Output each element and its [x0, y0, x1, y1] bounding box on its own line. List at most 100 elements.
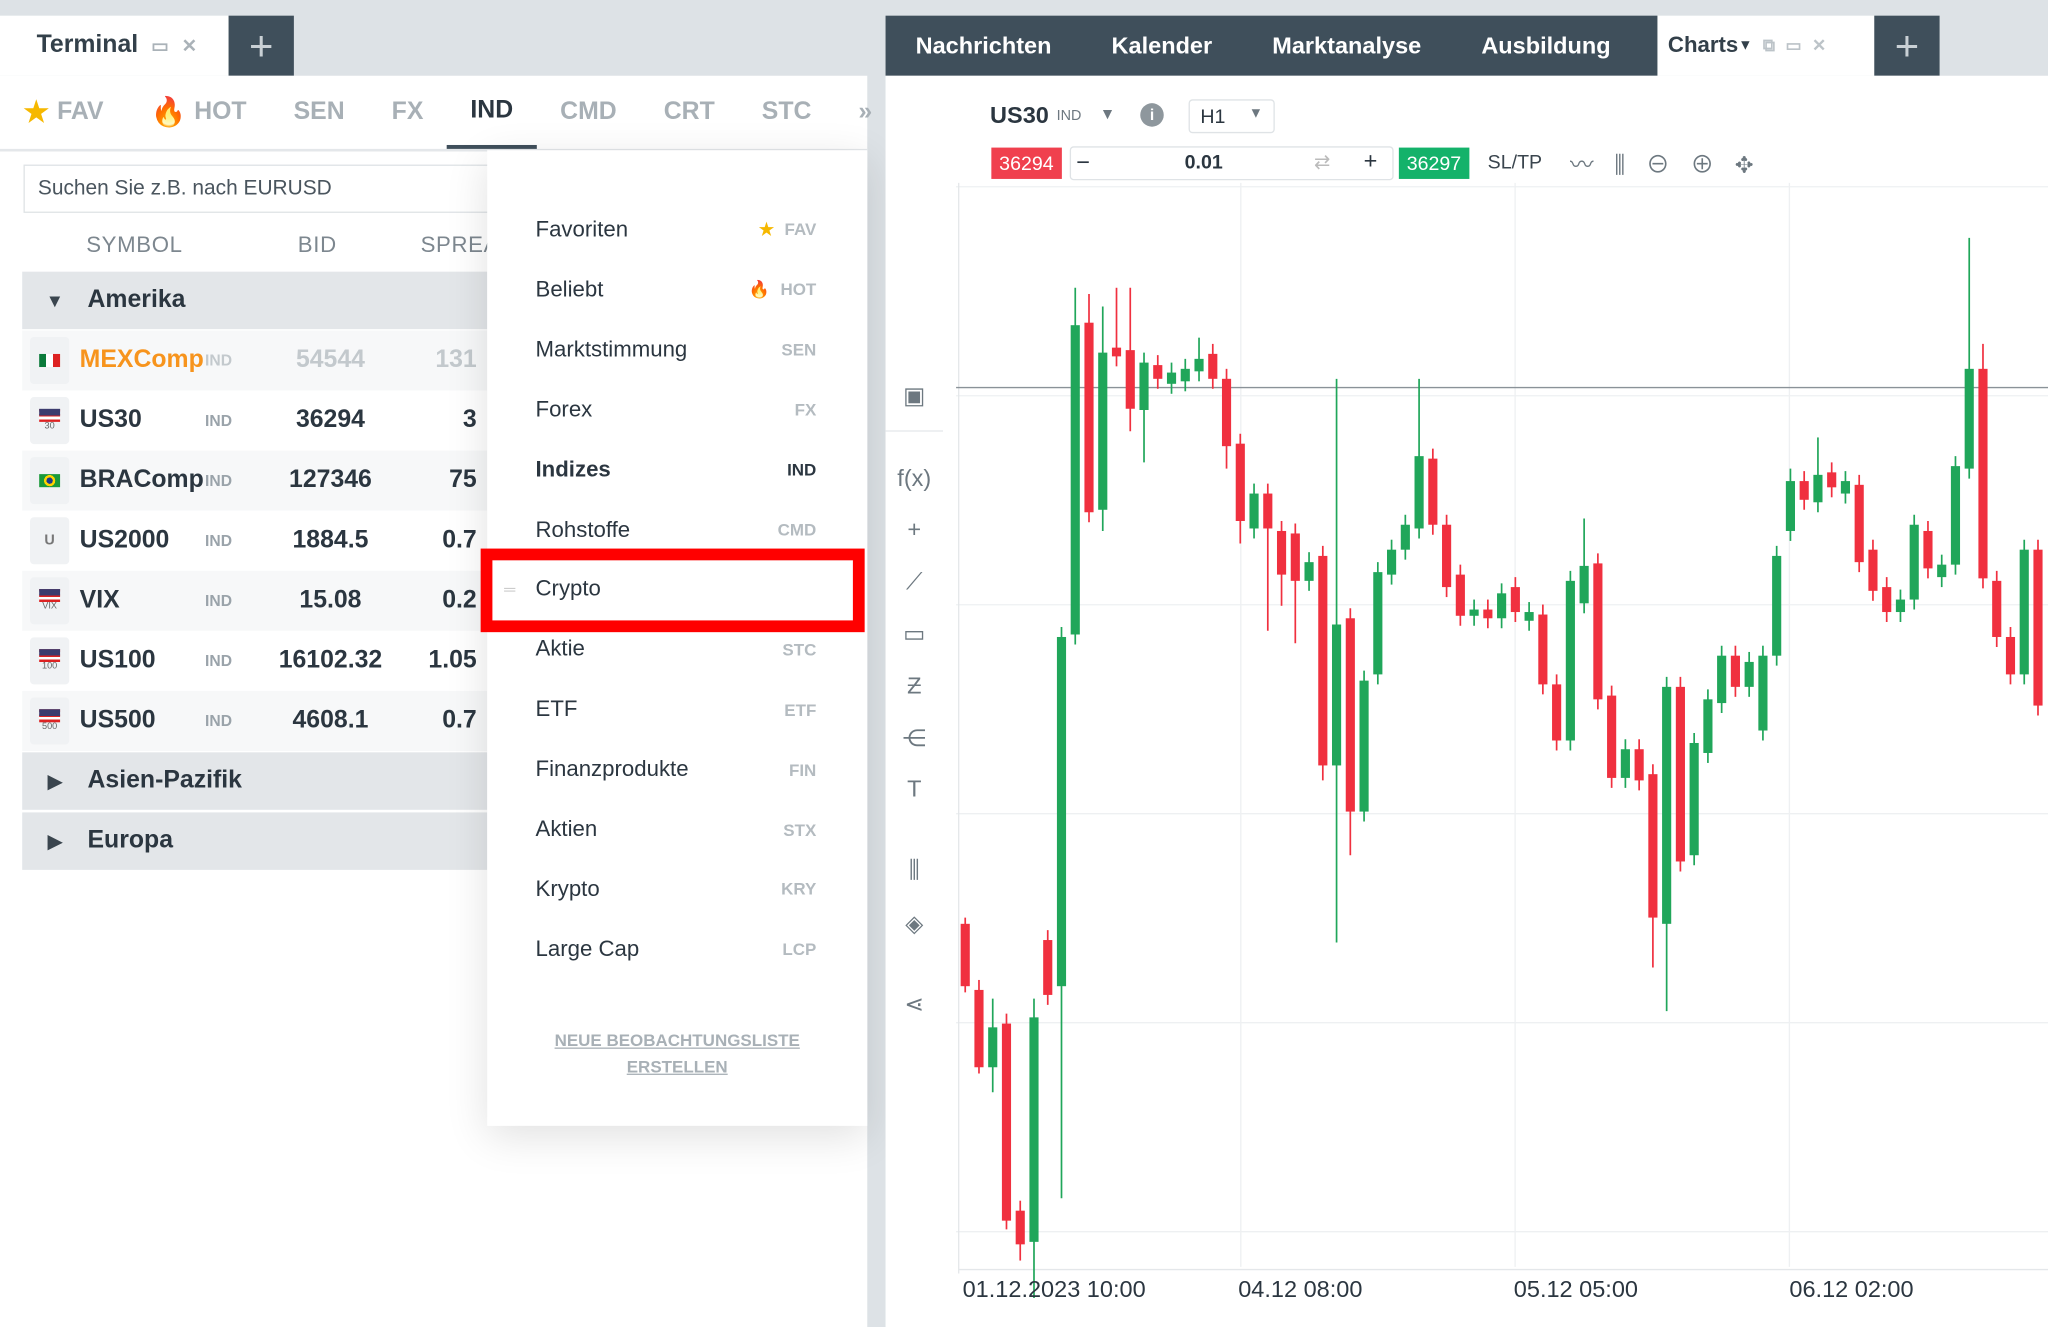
category-tab[interactable]: ★ FAV — [23, 95, 104, 128]
pitchfork-icon[interactable]: ⋲ — [902, 724, 927, 752]
close-icon[interactable]: ✕ — [181, 34, 197, 56]
tab-ausbildung[interactable]: Ausbildung — [1481, 31, 1611, 59]
candle-body — [1084, 322, 1094, 513]
menu-item[interactable]: Beliebt 🔥 HOT — [535, 276, 817, 302]
category-tab[interactable]: » — [858, 97, 873, 126]
symbol-dropdown-icon[interactable]: ▼ — [1099, 104, 1116, 123]
table-row[interactable]: BRAComp IND 127346 75 — [22, 450, 488, 511]
drag-handle-icon[interactable]: ═ — [504, 580, 516, 599]
info-icon[interactable]: i — [1140, 103, 1164, 127]
increase-volume-button[interactable]: + — [1363, 147, 1378, 174]
timeframe-select[interactable]: H1 ▼ — [1188, 99, 1275, 134]
group-asien-pazifik[interactable]: ▶ Asien-Pazifik — [22, 752, 488, 810]
indicators-icon[interactable]: ⫼ — [908, 856, 920, 883]
tab-marktanalyse[interactable]: Marktanalyse — [1272, 31, 1422, 59]
menu-item[interactable]: ═ Crypto — [504, 576, 601, 602]
tab-charts[interactable]: Charts ▼ ⧉ ▭ ✕ — [1657, 15, 1875, 76]
decrease-volume-button[interactable]: − — [1076, 148, 1090, 176]
candle-body — [1428, 458, 1438, 525]
table-row[interactable]: U US2000 IND 1884.5 0.7 — [22, 510, 488, 571]
column-spread[interactable]: SPREA — [420, 232, 500, 258]
candle-body — [960, 923, 970, 987]
candle-body — [1029, 1017, 1039, 1242]
line-chart-icon[interactable]: 〰 — [1569, 151, 1615, 178]
menu-item[interactable]: Large Cap LCP — [535, 936, 817, 962]
category-tabs: ★ FAV 🔥 HOT SEN FX IND CMD CRT STC » — [0, 76, 872, 152]
category-tab[interactable]: IND — [446, 76, 537, 149]
candle-body — [1483, 609, 1493, 619]
group-amerika[interactable]: ▼ Amerika — [22, 271, 488, 330]
flag-icon: 30 — [30, 397, 70, 445]
text-icon[interactable]: T — [907, 775, 922, 802]
layers-icon[interactable]: ◈ — [905, 910, 924, 937]
table-row[interactable]: 30 US30 IND 36294 3 — [22, 390, 488, 451]
window-icon[interactable]: ▭ — [1785, 35, 1802, 55]
search-input[interactable]: Suchen Sie z.B. nach EURUSD — [23, 164, 546, 213]
category-tab[interactable]: FX — [391, 97, 424, 126]
tab-kalender[interactable]: Kalender — [1111, 31, 1213, 59]
crosshair-move-icon[interactable]: ✥ — [1734, 151, 1775, 178]
tab-nachrichten[interactable]: Nachrichten — [915, 31, 1052, 59]
zoom-in-icon[interactable]: ⊕ — [1690, 151, 1735, 178]
menu-item[interactable]: Marktstimmung SEN — [535, 336, 817, 362]
row-symbol: MEXComp — [79, 346, 204, 374]
column-symbol[interactable]: SYMBOL — [86, 232, 183, 258]
candle-body — [1400, 524, 1410, 550]
sltp-button[interactable]: SL/TP — [1487, 151, 1543, 174]
table-row[interactable]: 500 US500 IND 4608.1 0.7 — [22, 690, 488, 752]
close-icon[interactable]: ✕ — [1812, 35, 1827, 55]
rectangle-icon[interactable]: ▭ — [903, 620, 926, 647]
category-tab[interactable]: STC — [761, 97, 812, 126]
buy-price-button[interactable]: 36297 — [1398, 147, 1470, 179]
menu-item[interactable]: Rohstoffe CMD — [535, 516, 817, 542]
table-row[interactable]: 100 US100 IND 16102.32 1.05 — [22, 630, 488, 691]
group-europa[interactable]: ▶ Europa — [22, 812, 488, 870]
candle-body — [1882, 587, 1892, 613]
crosshair-icon[interactable]: + — [907, 515, 922, 543]
candlestick-chart[interactable] — [885, 76, 2048, 1327]
popout-icon[interactable]: ⧉ — [1762, 35, 1776, 55]
volume-input[interactable]: 0.01 — [1184, 151, 1223, 174]
column-bid[interactable]: BID — [297, 232, 337, 258]
x-tick-label: 06.12 02:00 — [1789, 1276, 1914, 1303]
share-icon[interactable]: ⋖ — [904, 991, 925, 1018]
new-watchlist-link[interactable]: NEUE BEOBACHTUNGSLISTE ERSTELLEN — [554, 1030, 800, 1077]
candle-body — [1703, 699, 1713, 753]
function-icon[interactable]: f(x) — [897, 464, 932, 492]
menu-item[interactable]: Aktie STC — [535, 636, 817, 662]
menu-item[interactable]: Krypto KRY — [535, 876, 817, 902]
candles-icon[interactable]: ⫼ — [1614, 151, 1647, 178]
fibonacci-icon[interactable]: Ƶ — [907, 672, 922, 699]
menu-item[interactable]: Finanzprodukte FIN — [535, 756, 817, 782]
category-tab[interactable]: 🔥 HOT — [150, 95, 247, 128]
table-row[interactable]: MEXComp IND 54544 131 — [22, 330, 488, 391]
row-bid: 1884.5 — [292, 526, 369, 554]
sell-price-button[interactable]: 36294 — [991, 147, 1062, 179]
swap-icon[interactable]: ⇄ — [1313, 151, 1331, 174]
terminal-tab[interactable]: Terminal ▭ ✕ — [0, 15, 229, 76]
menu-item[interactable]: Aktien STX — [535, 816, 817, 842]
row-type: IND — [205, 531, 233, 550]
candle-body — [1950, 466, 1961, 565]
flame-icon: 🔥 — [150, 95, 187, 128]
add-panel-button[interactable]: + — [1874, 15, 1940, 76]
menu-item[interactable]: ETF ETF — [535, 696, 817, 722]
chart-symbol[interactable]: US30 — [990, 101, 1049, 128]
window-icon[interactable]: ▭ — [151, 34, 169, 56]
candle-body — [1015, 1210, 1025, 1245]
zoom-out-icon[interactable]: ⊖ — [1646, 151, 1691, 178]
category-tab[interactable]: CMD — [560, 97, 617, 126]
candle-body — [1373, 572, 1383, 675]
table-row[interactable]: VIX VIX IND 15.08 0.2 — [22, 570, 488, 631]
category-tab[interactable]: CRT — [663, 97, 715, 126]
row-spread: 75 — [449, 466, 477, 494]
row-bid: 36294 — [295, 406, 365, 434]
menu-item[interactable]: Indizes IND — [535, 456, 817, 482]
add-tab-button[interactable]: + — [228, 15, 294, 76]
candle-body — [1937, 564, 1947, 578]
menu-item[interactable]: Forex FX — [535, 396, 817, 422]
screenshot-icon[interactable]: ▣ — [903, 382, 926, 409]
category-tab[interactable]: SEN — [293, 97, 345, 126]
menu-item[interactable]: Favoriten ★ FAV — [535, 216, 817, 242]
trendline-icon[interactable]: ⟋ — [906, 568, 923, 595]
